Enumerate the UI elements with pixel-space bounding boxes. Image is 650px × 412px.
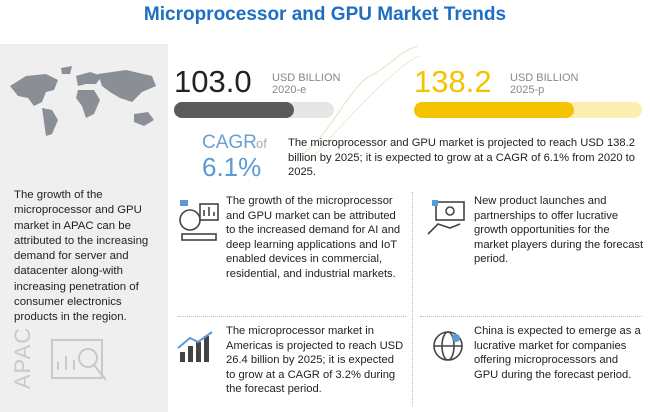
region-label: APAC: [10, 326, 36, 390]
highlight: The microprocessor market in Americas is…: [226, 325, 404, 396]
stat-year: 2025-p: [510, 84, 545, 96]
highlight: New product launches and partnerships to…: [474, 195, 644, 266]
progress-bar: [174, 102, 294, 118]
money-icon: [427, 200, 465, 235]
chip-icon: [179, 200, 219, 241]
decor-lines: [300, 46, 420, 162]
analytics-icon: [51, 339, 107, 381]
divider: [178, 316, 406, 317]
growth-icon: [177, 331, 213, 362]
stat-unit: USD BILLION: [510, 72, 579, 84]
progress-bar: [414, 102, 574, 118]
cagr-label: CAGR: [202, 132, 257, 153]
summary: The microprocessor and GPU market is pro…: [288, 137, 635, 179]
title: Microprocessor and GPU Market Trends: [143, 4, 507, 25]
stat-value: 138.2: [414, 64, 492, 99]
stat-unit: USD BILLION: [272, 72, 341, 84]
divider: [412, 192, 413, 406]
cagr-suffix: of: [256, 136, 267, 151]
world-map: [10, 66, 156, 136]
highlight: The growth of the microprocessor and GPU…: [226, 195, 401, 280]
stat-year: 2020-e: [272, 84, 307, 96]
side-text: The growth of the microprocessor and GPU…: [14, 189, 149, 324]
stat-value: 103.0: [174, 64, 252, 99]
divider: [420, 316, 642, 317]
globe-icon: [433, 331, 463, 361]
cagr-value: 6.1%: [202, 152, 262, 182]
highlight: China is expected to emerge as a lucrati…: [474, 325, 641, 381]
